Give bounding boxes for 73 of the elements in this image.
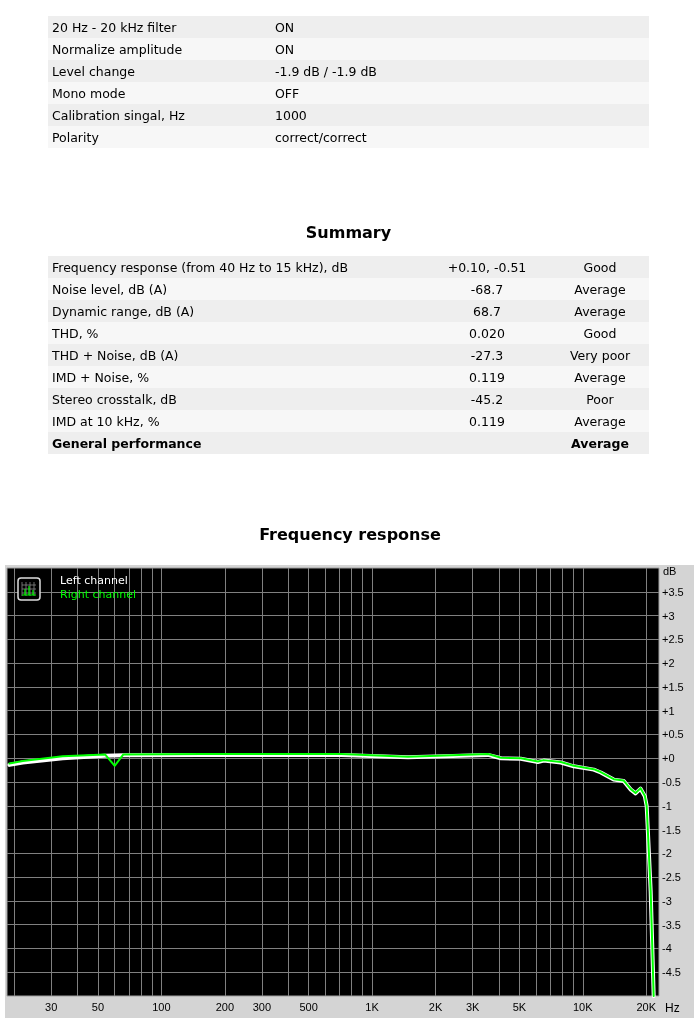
y-tick-label: -1.5 bbox=[662, 823, 681, 836]
y-axis-title: dB bbox=[663, 564, 677, 577]
legend-label: Right channel bbox=[60, 588, 136, 601]
text: Good bbox=[583, 325, 617, 341]
text: ON bbox=[275, 41, 295, 57]
y-tick-label: -2 bbox=[662, 847, 672, 860]
category-label: Polarity bbox=[51, 128, 100, 147]
y-tick-label: -0.5 bbox=[662, 776, 681, 788]
text: -1.9 dB / -1.9 dB bbox=[275, 63, 377, 79]
text: Good bbox=[583, 259, 617, 275]
text: Average bbox=[574, 303, 626, 319]
text: 68.7 bbox=[473, 303, 501, 319]
category-label: Stereo crosstalk, dB bbox=[51, 390, 178, 409]
category-label: 20 Hz - 20 kHz filter bbox=[51, 18, 178, 37]
category-label: IMD + Noise, % bbox=[51, 368, 150, 387]
text: Poor bbox=[586, 391, 614, 407]
y-tick-label: -3 bbox=[662, 894, 672, 907]
chart-title: Frequency response bbox=[258, 524, 442, 546]
y-tick-label: +0 bbox=[662, 752, 675, 765]
text: +0.10, -0.51 bbox=[447, 259, 527, 275]
category-label: Mono mode bbox=[51, 84, 127, 103]
category-label: IMD at 10 kHz, % bbox=[51, 412, 161, 431]
x-tick-label: 50 bbox=[91, 1000, 105, 1013]
y-tick-label: +3.5 bbox=[662, 585, 684, 598]
text: Very poor bbox=[569, 347, 631, 363]
y-tick-label: +3 bbox=[662, 609, 675, 622]
category-label: THD + Noise, dB (A) bbox=[51, 346, 180, 365]
x-tick-label: 20K bbox=[636, 1000, 657, 1013]
x-tick-label: 3K bbox=[465, 1000, 480, 1013]
y-tick-label: +2.5 bbox=[662, 633, 684, 646]
text: correct/correct bbox=[275, 129, 367, 145]
text: Left channel bbox=[60, 573, 128, 587]
y-tick-label: -2.5 bbox=[662, 871, 681, 884]
category-label: Noise level, dB (A) bbox=[51, 280, 169, 299]
category-label: Normalize amplitude bbox=[51, 40, 184, 59]
x-tick-label: 2K bbox=[428, 1000, 443, 1013]
text: OFF bbox=[275, 85, 300, 101]
text: Average bbox=[574, 369, 626, 385]
y-tick-label: +0.5 bbox=[662, 728, 684, 741]
text: 1000 bbox=[275, 107, 307, 123]
text: -45.2 bbox=[470, 391, 504, 407]
text: -27.3 bbox=[470, 347, 504, 363]
category-label: Level change bbox=[51, 62, 136, 81]
x-tick-label: 500 bbox=[299, 1000, 318, 1013]
y-tick-label: -1 bbox=[662, 799, 672, 812]
y-tick-label: -4 bbox=[662, 942, 672, 955]
text: Average bbox=[574, 413, 626, 429]
x-tick-label: 10K bbox=[573, 1000, 594, 1013]
text: Average bbox=[571, 435, 629, 451]
x-tick-label: 100 bbox=[152, 1000, 171, 1013]
y-tick-label: -3.5 bbox=[662, 918, 681, 931]
x-tick-label: 30 bbox=[45, 1000, 58, 1013]
x-tick-label: 200 bbox=[215, 1000, 235, 1013]
text: Summary bbox=[304, 222, 393, 244]
text: 0.119 bbox=[469, 369, 505, 385]
y-tick-label: +1 bbox=[662, 704, 675, 717]
text: 0.020 bbox=[469, 325, 505, 341]
category-label: Calibration singal, Hz bbox=[51, 106, 186, 125]
y-tick-label: +2 bbox=[662, 657, 675, 670]
text: ON bbox=[275, 19, 295, 35]
text: -68.7 bbox=[470, 281, 504, 297]
x-tick-label: 1K bbox=[365, 1000, 380, 1013]
x-axis-title: Hz bbox=[665, 1001, 680, 1015]
text: Average bbox=[574, 281, 626, 297]
x-tick-label: 300 bbox=[252, 1000, 272, 1013]
text: 0.119 bbox=[469, 413, 505, 429]
category-label: THD, % bbox=[51, 324, 100, 343]
category-label: General performance bbox=[51, 434, 203, 453]
category-label: Frequency response (from 40 Hz to 15 kHz), dB bbox=[51, 258, 349, 277]
y-tick-label: +1.5 bbox=[662, 680, 684, 693]
x-tick-label: 5K bbox=[512, 1000, 527, 1013]
y-tick-label: -4.5 bbox=[662, 966, 681, 979]
category-label: Dynamic range, dB (A) bbox=[51, 302, 196, 321]
